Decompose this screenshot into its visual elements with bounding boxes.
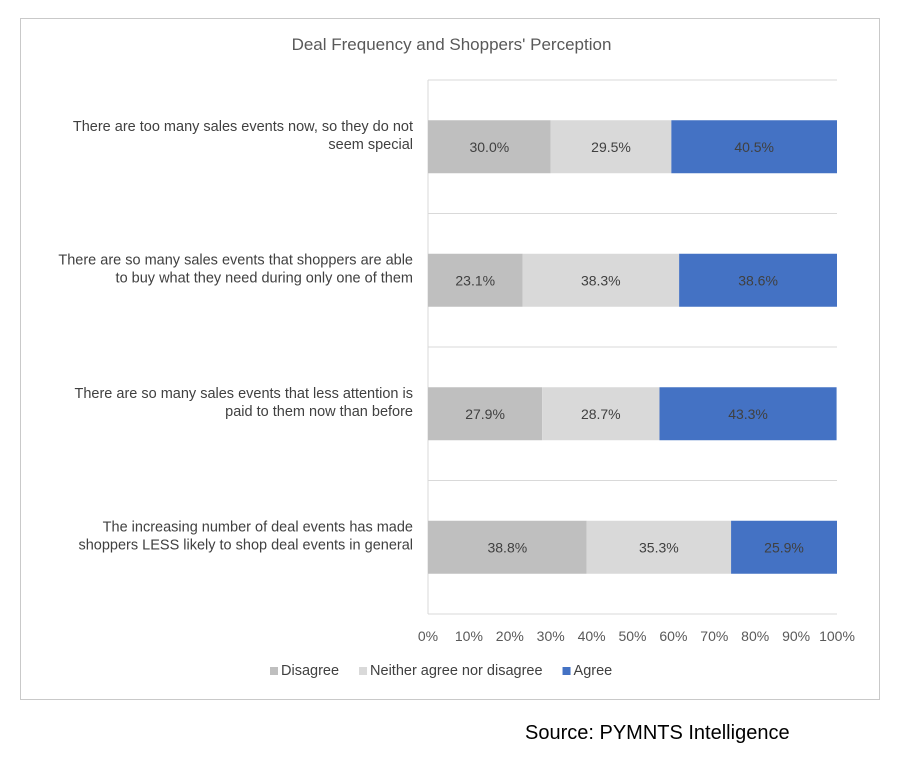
- bar-segment: [659, 387, 837, 441]
- data-label: 43.3%: [728, 406, 768, 422]
- x-tick-label: 50%: [618, 628, 646, 644]
- bar-segment: [679, 253, 837, 307]
- bar-segment: [586, 520, 732, 574]
- x-tick-label: 100%: [819, 628, 855, 644]
- data-label: 23.1%: [455, 272, 495, 288]
- bar-segment: [550, 120, 672, 174]
- legend-swatch: [359, 667, 368, 675]
- data-label: 25.9%: [764, 539, 804, 555]
- x-tick-label: 40%: [578, 628, 606, 644]
- x-tick-label: 60%: [659, 628, 687, 644]
- x-tick-label: 0%: [418, 628, 438, 644]
- data-label: 38.3%: [581, 272, 621, 288]
- data-label: 38.8%: [487, 539, 527, 555]
- category-label: There are so many sales events that less…: [74, 386, 413, 402]
- bar-segment: [428, 253, 523, 307]
- source-note: Source: PYMNTS Intelligence: [525, 722, 790, 744]
- category-label: The increasing number of deal events has…: [103, 519, 413, 535]
- bar-segment: [428, 387, 543, 441]
- x-tick-label: 30%: [537, 628, 565, 644]
- bar-segment: [428, 520, 587, 574]
- data-label: 29.5%: [591, 139, 631, 155]
- chart-title: Deal Frequency and Shoppers' Perception: [291, 35, 612, 54]
- bar-segment: [542, 387, 660, 441]
- data-label: 40.5%: [734, 139, 774, 155]
- legend-swatch: [270, 667, 278, 675]
- x-tick-label: 10%: [455, 628, 483, 644]
- legend-label: Agree: [574, 663, 613, 679]
- category-label: shoppers LESS likely to shop deal events…: [78, 537, 413, 553]
- data-label: 38.6%: [738, 272, 778, 288]
- bar-segment: [522, 253, 680, 307]
- legend-label: Neither agree nor disagree: [370, 663, 543, 679]
- category-label: seem special: [328, 137, 413, 153]
- x-tick-label: 70%: [700, 628, 728, 644]
- data-label: 35.3%: [639, 539, 679, 555]
- data-label: 30.0%: [469, 139, 509, 155]
- legend-label: Disagree: [281, 663, 339, 679]
- category-label: to buy what they need during only one of…: [116, 270, 413, 286]
- data-label: 28.7%: [581, 406, 621, 422]
- x-tick-label: 90%: [782, 628, 810, 644]
- data-label: 27.9%: [465, 406, 505, 422]
- bar-segment: [671, 120, 837, 174]
- x-tick-label: 80%: [741, 628, 769, 644]
- bar-segment: [731, 520, 837, 574]
- category-label: There are so many sales events that shop…: [58, 252, 413, 268]
- x-tick-label: 20%: [496, 628, 524, 644]
- category-label: paid to them now than before: [225, 404, 413, 420]
- category-label: There are too many sales events now, so …: [73, 119, 413, 135]
- bar-segment: [428, 120, 551, 174]
- legend-swatch: [562, 667, 571, 675]
